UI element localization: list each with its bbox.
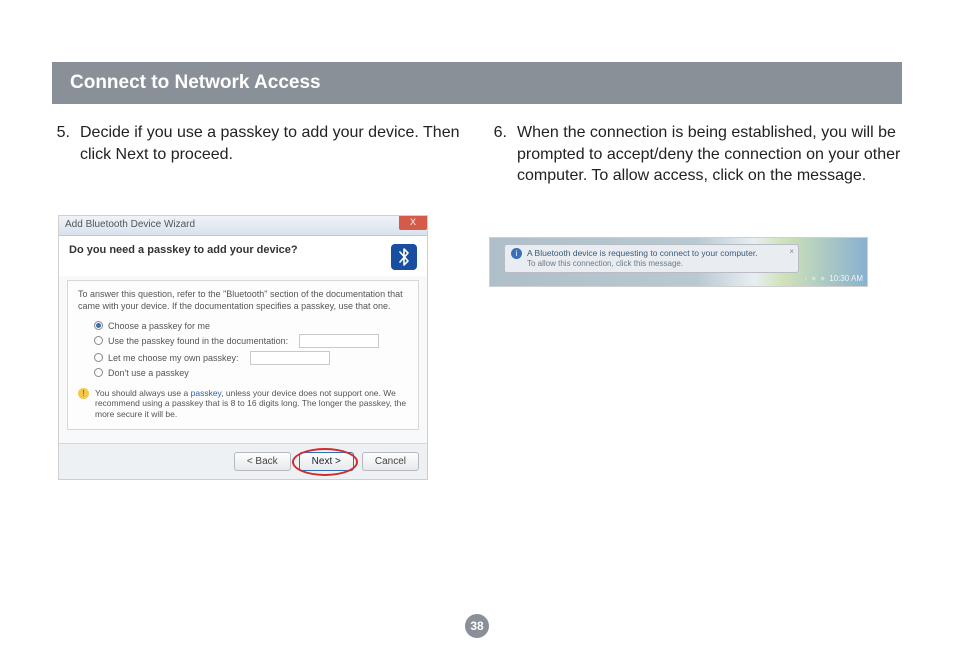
bluetooth-icon [391, 244, 417, 270]
wizard-screenshot: Add Bluetooth Device Wizard X Do you nee… [58, 215, 428, 480]
section-title: Connect to Network Access [70, 72, 321, 93]
passkey-link[interactable]: passkey [191, 388, 222, 398]
radio-icon [94, 321, 103, 330]
wizard-panel: To answer this question, refer to the "B… [67, 280, 419, 430]
radio-label: Let me choose my own passkey: [108, 353, 239, 363]
page-number: 38 [470, 619, 483, 633]
section-header: Connect to Network Access [52, 62, 902, 104]
wizard-note-text: You should always use a passkey, unless … [95, 388, 408, 420]
radio-icon [94, 336, 103, 345]
close-icon[interactable]: X [399, 216, 427, 230]
back-button[interactable]: < Back [234, 452, 291, 471]
step-6: 6. When the connection is being establis… [489, 122, 902, 187]
warning-icon: ! [78, 388, 89, 399]
wizard-footer: < Back Next > Cancel [59, 443, 427, 479]
balloon-subtext: To allow this connection, click this mes… [527, 259, 792, 269]
step-5: 5. Decide if you use a passkey to add yo… [52, 122, 465, 165]
notification-balloon[interactable]: × i A Bluetooth device is requesting to … [504, 244, 799, 274]
step-number: 5. [52, 122, 80, 165]
tray-icon[interactable]: ◦ [804, 274, 807, 283]
right-column: 6. When the connection is being establis… [489, 122, 902, 480]
note-pre: You should always use a [95, 388, 191, 398]
wizard-note: ! You should always use a passkey, unles… [78, 388, 408, 420]
wizard-title: Add Bluetooth Device Wizard [65, 219, 195, 230]
radio-icon [94, 353, 103, 362]
system-tray: ◦ ⋄ ⋄ 10:30 AM [804, 274, 863, 283]
wizard-intro: To answer this question, refer to the "B… [78, 289, 408, 312]
taskbar-screenshot: × i A Bluetooth device is requesting to … [489, 237, 868, 287]
wizard-header-body: Do you need a passkey to add your device… [59, 236, 427, 276]
next-button[interactable]: Next > [299, 452, 354, 471]
tray-icon[interactable]: ⋄ [811, 274, 816, 283]
balloon-close-icon[interactable]: × [789, 247, 794, 257]
wizard-question: Do you need a passkey to add your device… [69, 244, 298, 256]
radio-label: Use the passkey found in the documentati… [108, 336, 288, 346]
content-columns: 5. Decide if you use a passkey to add yo… [52, 122, 902, 480]
radio-use-doc-passkey[interactable]: Use the passkey found in the documentati… [94, 334, 408, 348]
passkey-input[interactable] [299, 334, 379, 348]
step-text: When the connection is being established… [517, 122, 902, 187]
radio-choose-passkey[interactable]: Choose a passkey for me [94, 321, 408, 331]
balloon-title: A Bluetooth device is requesting to conn… [527, 248, 758, 258]
page-number-badge: 38 [465, 614, 489, 638]
radio-icon [94, 368, 103, 377]
wizard-titlebar: Add Bluetooth Device Wizard X [59, 216, 427, 236]
step-number: 6. [489, 122, 517, 187]
radio-label: Choose a passkey for me [108, 321, 210, 331]
left-column: 5. Decide if you use a passkey to add yo… [52, 122, 465, 480]
tray-clock: 10:30 AM [829, 274, 863, 283]
next-button-label: Next > [312, 456, 341, 467]
passkey-input[interactable] [250, 351, 330, 365]
radio-label: Don't use a passkey [108, 368, 189, 378]
tray-icon[interactable]: ⋄ [820, 274, 825, 283]
radio-own-passkey[interactable]: Let me choose my own passkey: [94, 351, 408, 365]
info-icon: i [511, 248, 522, 259]
radio-no-passkey[interactable]: Don't use a passkey [94, 368, 408, 378]
cancel-button[interactable]: Cancel [362, 452, 419, 471]
step-text: Decide if you use a passkey to add your … [80, 122, 465, 165]
